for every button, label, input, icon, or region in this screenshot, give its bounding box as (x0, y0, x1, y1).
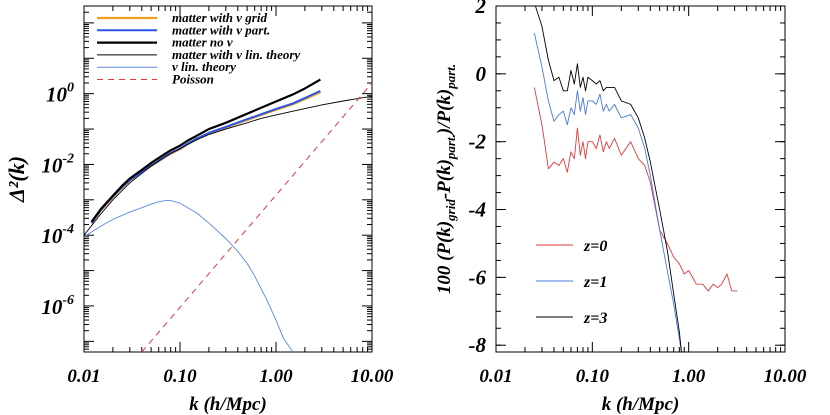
series-line-right-1 (533, 33, 682, 352)
x-tick-label: 0.10 (576, 366, 610, 387)
x-tick-label: 0.01 (67, 366, 100, 387)
legend-label: matter with ν lin. theory (172, 47, 300, 62)
series-line-left-1 (90, 89, 321, 224)
x-tick-label: 10.00 (764, 366, 807, 387)
y-tick-label: -6 (469, 265, 487, 289)
x-tick-label: 1.00 (259, 366, 293, 387)
legend-label: matter with ν part. (172, 22, 270, 37)
y-tick-label: 10-6 (41, 293, 74, 319)
y-tick-label: 2 (475, 0, 487, 18)
y-tick-label: 10-2 (41, 151, 74, 177)
panel-right: 0.01 0.10 1.00 10.00 2 0 -2 -4 -6 -8 k (h/Mpc) (469, 0, 807, 415)
y-axis-title-right: 100 (P(k)grid-P(k)part.)/P(k)part. (434, 64, 458, 294)
series-line-right-2 (534, 6, 682, 352)
series-line-left-5 (141, 82, 372, 352)
series-line-right-0 (533, 87, 738, 292)
x-tick-label: 0.01 (479, 366, 512, 387)
plot-area (533, 6, 738, 352)
y-tick-label: 10-4 (41, 222, 74, 248)
y-axis-title-left: Δ²(k) (4, 156, 29, 203)
x-tick-label: 10.00 (351, 366, 394, 387)
legend-label: Poisson (172, 72, 214, 87)
y-tick-label: -4 (469, 198, 487, 222)
y-tick-label: -8 (469, 333, 487, 357)
x-axis-title: k (h/Mpc) (189, 394, 267, 415)
legend-right: z=0 z=1 z=3 (536, 238, 607, 327)
y-tick-label: -2 (469, 130, 487, 154)
x-tick-label: 0.10 (163, 366, 197, 387)
series-line-left-2 (90, 78, 321, 223)
legend-label: matter no ν (172, 35, 233, 50)
plot-area (84, 78, 372, 352)
series-line-left-3 (84, 95, 372, 236)
y-tick-label: 100 (46, 81, 74, 107)
legend-label: z=1 (583, 274, 607, 291)
y-tick-label: 0 (476, 62, 487, 86)
plot-frame (495, 5, 786, 353)
x-axis-title: k (h/Mpc) (602, 394, 680, 415)
legend-label: ν lin. theory (172, 59, 236, 74)
panel-left: 0.01 0.10 1.00 10.00 10-6 10-4 10-2 100 k (h/Mpc… (41, 5, 394, 415)
legend-label: matter with ν grid (172, 10, 267, 25)
series-line-left-4 (84, 200, 294, 352)
series-line-left-0 (90, 91, 321, 224)
legend-label: z=0 (583, 238, 607, 255)
legend-label: z=3 (583, 310, 607, 327)
x-tick-label: 1.00 (672, 366, 706, 387)
